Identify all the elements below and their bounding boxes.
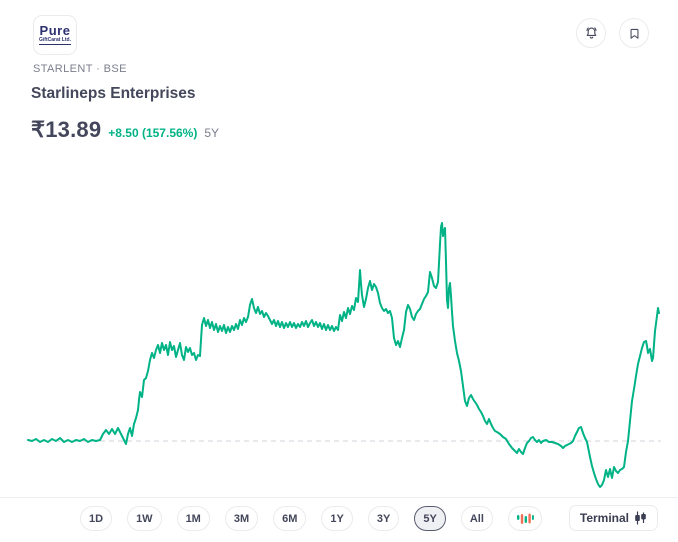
logo-brand-text: Pure: [39, 23, 71, 38]
range-button-3y[interactable]: 3Y: [367, 506, 400, 531]
price-line[interactable]: [27, 222, 660, 488]
candlestick-chart-icon: [516, 512, 534, 526]
candlestick-view-button[interactable]: [507, 506, 542, 531]
range-button-1y[interactable]: 1Y: [321, 506, 353, 531]
logo-sub-text: GiftCarat Ltd.: [39, 37, 71, 45]
price-row: ₹13.89 +8.50 (157.56%) 5Y: [31, 117, 219, 143]
range-button-1m[interactable]: 1M: [176, 506, 210, 531]
alerts-button[interactable]: [576, 18, 606, 48]
stock-name: Starlineps Enterprises: [31, 85, 196, 102]
range-button-all[interactable]: All: [460, 506, 493, 531]
terminal-button[interactable]: Terminal: [568, 505, 658, 531]
candles-icon: [634, 511, 647, 525]
bookmark-icon: [627, 26, 642, 41]
range-button-1d[interactable]: 1D: [80, 506, 113, 531]
footer-divider: [0, 497, 678, 498]
company-logo: Pure GiftCarat Ltd.: [33, 15, 77, 55]
range-button-5y-selected[interactable]: 5Y: [414, 506, 446, 531]
current-price: ₹13.89: [31, 117, 102, 142]
watchlist-button[interactable]: [619, 18, 649, 48]
change-period-label: 5Y: [204, 126, 220, 140]
terminal-button-label: Terminal: [579, 511, 629, 525]
range-button-1w[interactable]: 1W: [127, 506, 162, 531]
range-button-6m[interactable]: 6M: [273, 506, 307, 531]
stock-symbol-exchange: STARLENT · BSE: [33, 63, 127, 75]
time-range-selector: 1D 1W 1M 3M 6M 1Y 3Y 5Y All: [80, 506, 542, 531]
range-button-3m[interactable]: 3M: [224, 506, 259, 531]
price-change: +8.50 (157.56%): [108, 126, 198, 140]
bell-ring-icon: [583, 25, 600, 42]
